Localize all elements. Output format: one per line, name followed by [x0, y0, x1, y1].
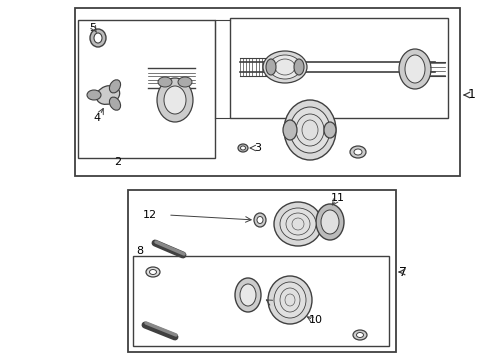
Ellipse shape	[356, 333, 363, 338]
Ellipse shape	[289, 107, 329, 153]
Ellipse shape	[273, 282, 305, 318]
Ellipse shape	[238, 144, 247, 152]
Ellipse shape	[158, 77, 172, 87]
Ellipse shape	[253, 213, 265, 227]
Ellipse shape	[324, 122, 335, 138]
Ellipse shape	[273, 202, 321, 246]
Ellipse shape	[349, 146, 365, 158]
Ellipse shape	[284, 100, 335, 160]
Text: 5: 5	[89, 23, 96, 33]
Ellipse shape	[94, 33, 102, 43]
Text: 12: 12	[142, 210, 157, 220]
Text: 3: 3	[254, 143, 261, 153]
Ellipse shape	[178, 77, 192, 87]
Ellipse shape	[263, 51, 306, 83]
Ellipse shape	[90, 29, 106, 47]
Ellipse shape	[163, 86, 185, 114]
Text: 6: 6	[301, 117, 308, 127]
Ellipse shape	[320, 210, 338, 234]
Ellipse shape	[240, 284, 256, 306]
Ellipse shape	[96, 86, 120, 104]
Bar	[75, 8, 459, 176]
Ellipse shape	[353, 149, 361, 155]
Bar	[133, 256, 388, 346]
Ellipse shape	[352, 330, 366, 340]
Ellipse shape	[240, 146, 245, 150]
Ellipse shape	[398, 49, 430, 89]
Text: 2: 2	[114, 157, 122, 167]
Ellipse shape	[267, 276, 311, 324]
Ellipse shape	[293, 59, 304, 75]
Ellipse shape	[268, 55, 301, 79]
Text: 1: 1	[467, 89, 475, 102]
Text: 10: 10	[308, 315, 323, 325]
Text: 11: 11	[330, 193, 345, 203]
Text: 8: 8	[136, 246, 143, 256]
Ellipse shape	[146, 267, 160, 277]
Bar	[78, 20, 215, 158]
Bar	[229, 18, 447, 118]
Ellipse shape	[280, 208, 315, 240]
Text: 4: 4	[93, 113, 101, 123]
Bar	[128, 190, 395, 352]
Ellipse shape	[109, 80, 121, 93]
Ellipse shape	[404, 55, 424, 83]
Ellipse shape	[283, 120, 296, 140]
Ellipse shape	[235, 278, 261, 312]
Ellipse shape	[149, 270, 156, 274]
Ellipse shape	[109, 97, 121, 110]
Ellipse shape	[157, 78, 193, 122]
Text: 7: 7	[398, 266, 406, 279]
Ellipse shape	[315, 204, 343, 240]
Ellipse shape	[87, 90, 101, 100]
Ellipse shape	[265, 59, 275, 75]
Ellipse shape	[257, 216, 263, 224]
Text: 9: 9	[268, 297, 275, 307]
